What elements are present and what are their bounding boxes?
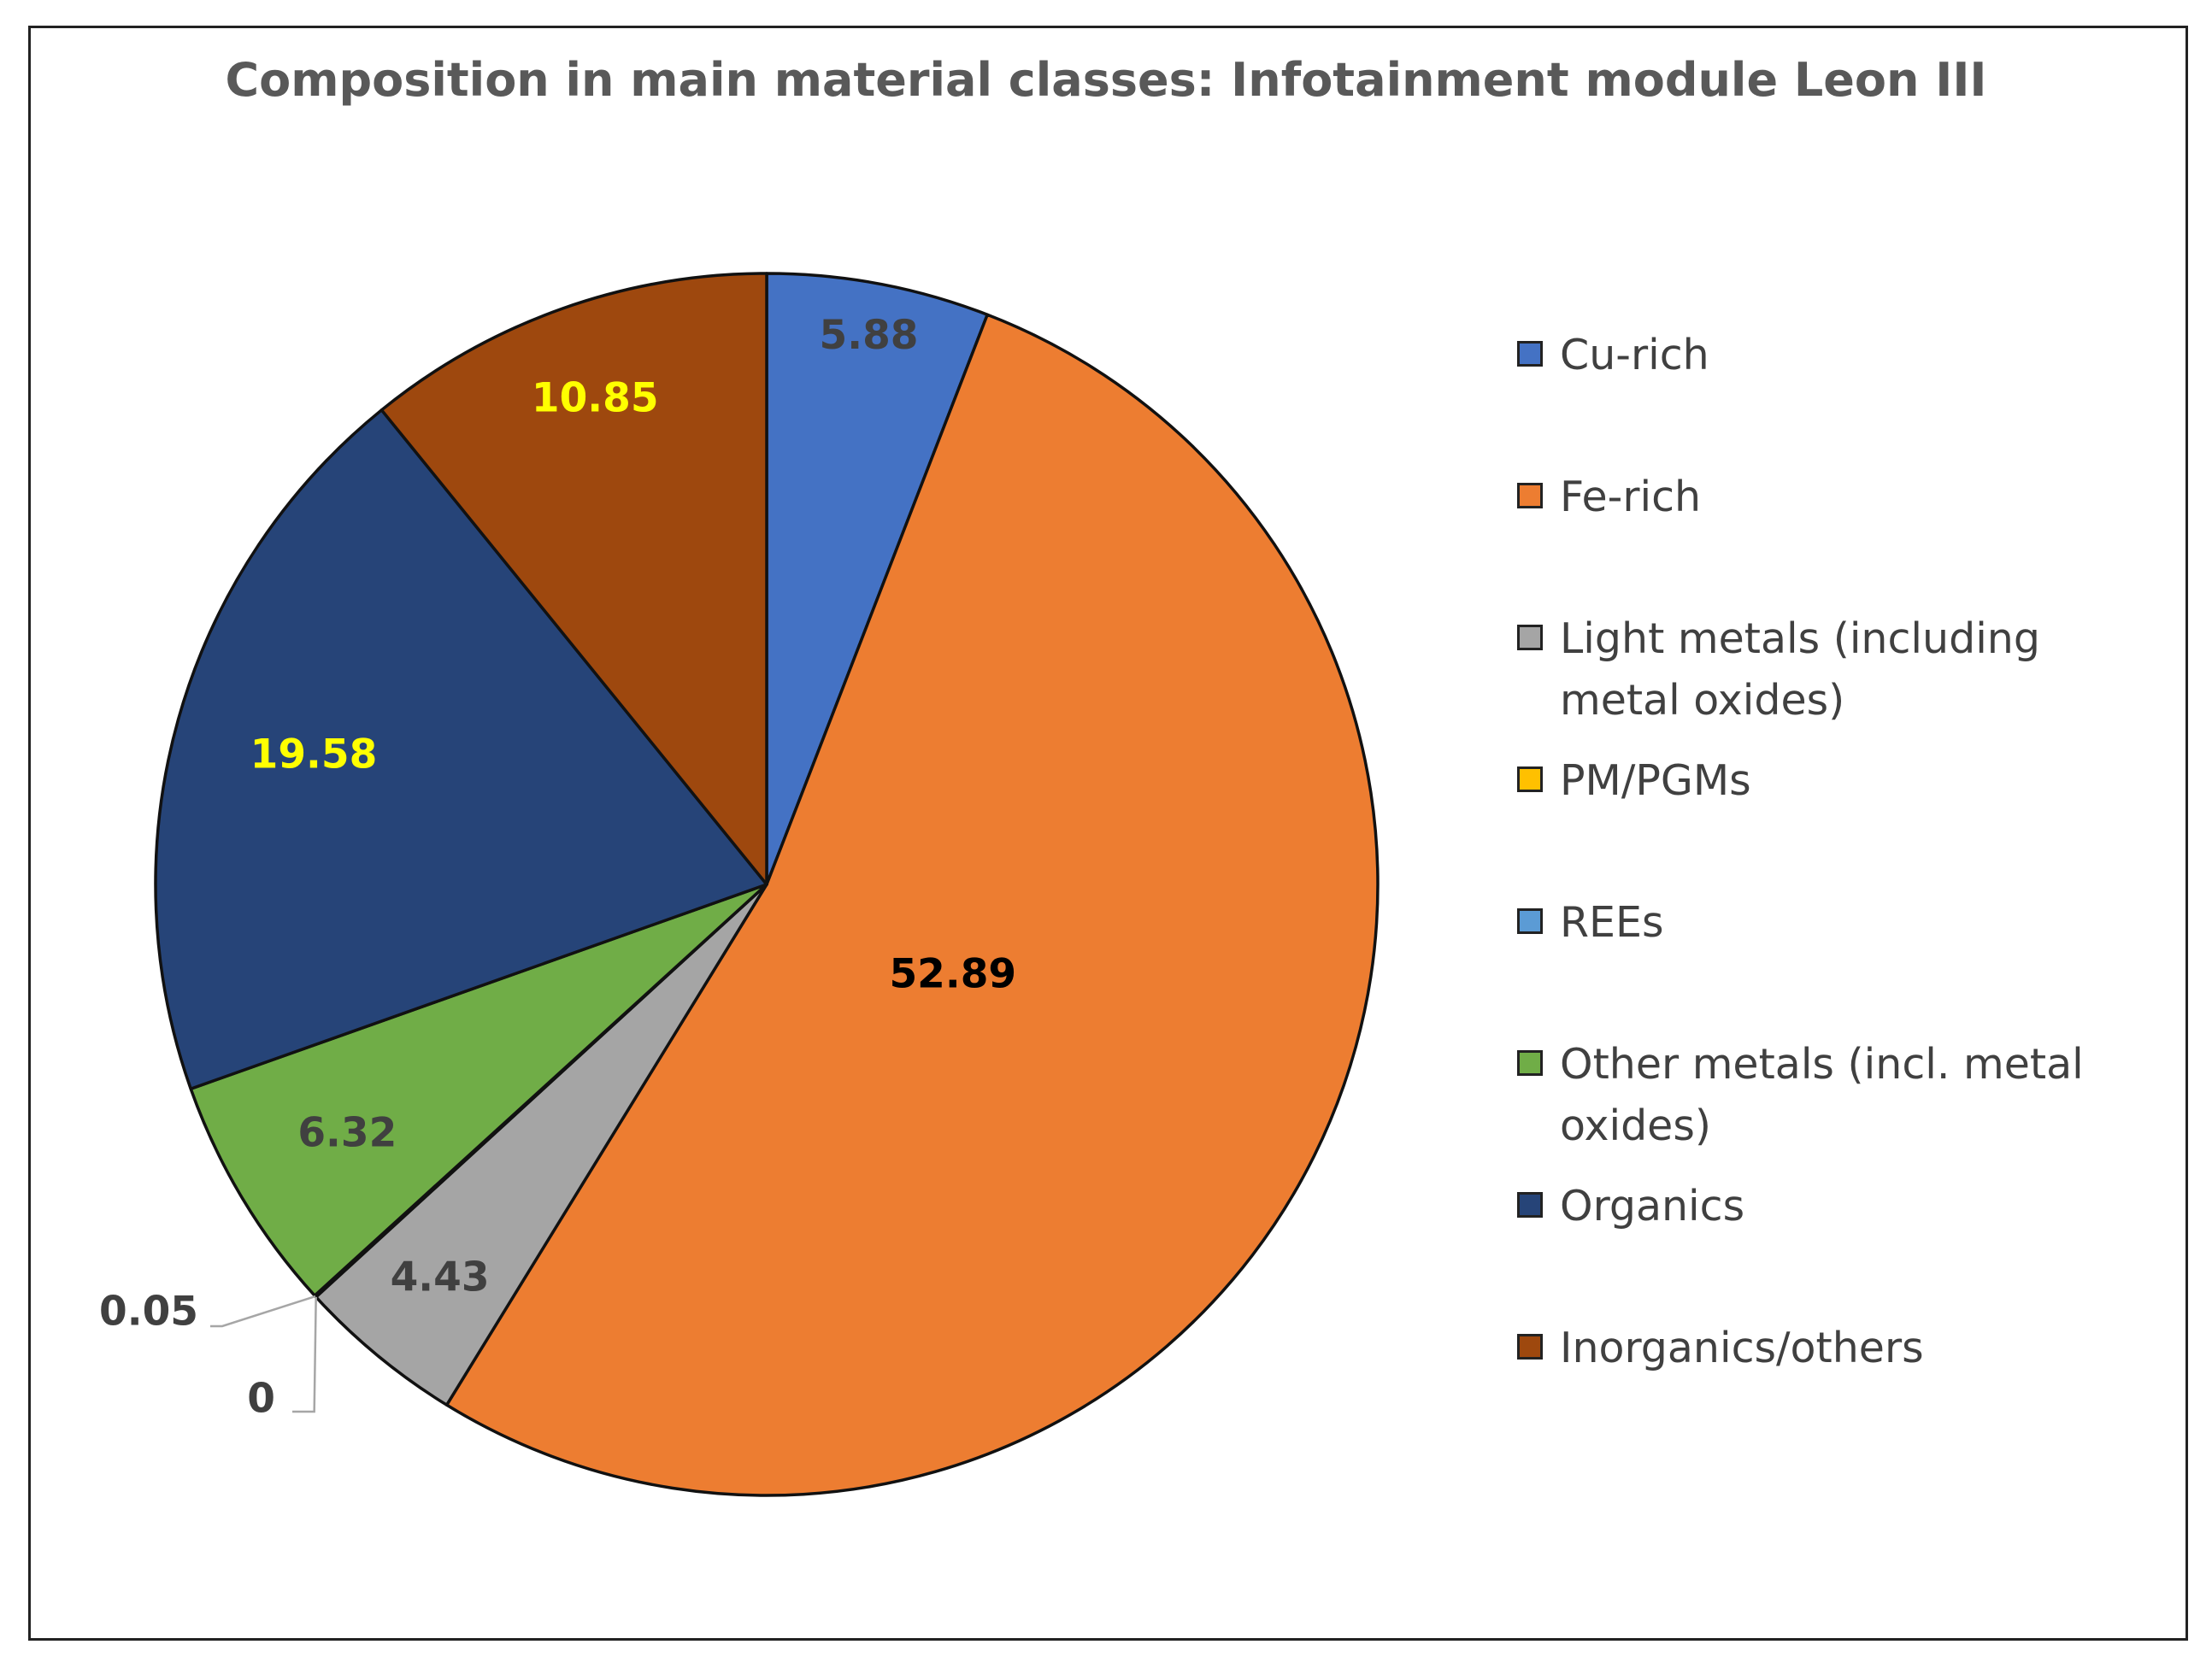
data-label-rees: 0.05: [99, 1289, 198, 1336]
leader-line-pm-pgms: [292, 1296, 317, 1413]
legend-label: REEs: [1560, 898, 1664, 947]
pie-slice-other-metals-incl-metal-oxides: [189, 883, 768, 1297]
legend-swatch: [1517, 625, 1543, 650]
data-label-light-metals-including-metal-oxides: 4.43: [391, 1254, 490, 1301]
legend-swatch: [1517, 1050, 1543, 1076]
pie-slice-cu-rich: [765, 272, 989, 886]
legend-swatch: [1517, 483, 1543, 508]
legend-item-cu-rich: Cu-rich: [1517, 325, 2167, 386]
legend-item-fe-rich: Fe-rich: [1517, 467, 2167, 528]
data-label-inorganics-others: 10.85: [532, 374, 659, 421]
pie-slice-fe-rich: [444, 313, 1380, 1497]
legend-item-light-metals-including-metal-oxides: Light metals (including metal oxides): [1517, 608, 2167, 731]
chart-title: Composition in main material classes: In…: [225, 53, 1987, 107]
legend-swatch: [1517, 766, 1543, 792]
legend-swatch: [1517, 1334, 1543, 1360]
pie-slice-light-metals-including-metal-oxides: [314, 883, 768, 1407]
legend-item-pm-pgms: PM/PGMs: [1517, 750, 2167, 812]
data-label-other-metals-incl-metal-oxides: 6.32: [297, 1109, 397, 1156]
legend-label: Other metals (incl. metal oxides): [1560, 1040, 2084, 1150]
data-label-organics: 19.58: [250, 731, 378, 778]
legend-label: Light metals (including metal oxides): [1560, 614, 2040, 725]
legend-label: PM/PGMs: [1560, 756, 1751, 805]
legend-item-other-metals-incl-metal-oxides: Other metals (incl. metal oxides): [1517, 1034, 2167, 1157]
legend-item-organics: Organics: [1517, 1176, 2167, 1237]
legend-label: Inorganics/others: [1560, 1324, 1924, 1372]
pie-slice-organics: [154, 408, 768, 1090]
legend-label: Organics: [1560, 1182, 1745, 1230]
legend-item-rees: REEs: [1517, 892, 2167, 954]
data-label-cu-rich: 5.88: [820, 312, 919, 359]
pie-slice-inorganics-others: [379, 272, 768, 886]
data-label-pm-pgms: 0: [247, 1376, 275, 1423]
legend-label: Fe-rich: [1560, 473, 1702, 521]
legend-item-inorganics-others: Inorganics/others: [1517, 1318, 2167, 1379]
leader-line-rees: [210, 1295, 316, 1328]
legend-swatch: [1517, 1192, 1543, 1218]
legend-swatch: [1517, 908, 1543, 934]
legend-label: Cu-rich: [1560, 331, 1709, 379]
legend-swatch: [1517, 341, 1543, 367]
data-label-fe-rich: 52.89: [889, 950, 1016, 997]
